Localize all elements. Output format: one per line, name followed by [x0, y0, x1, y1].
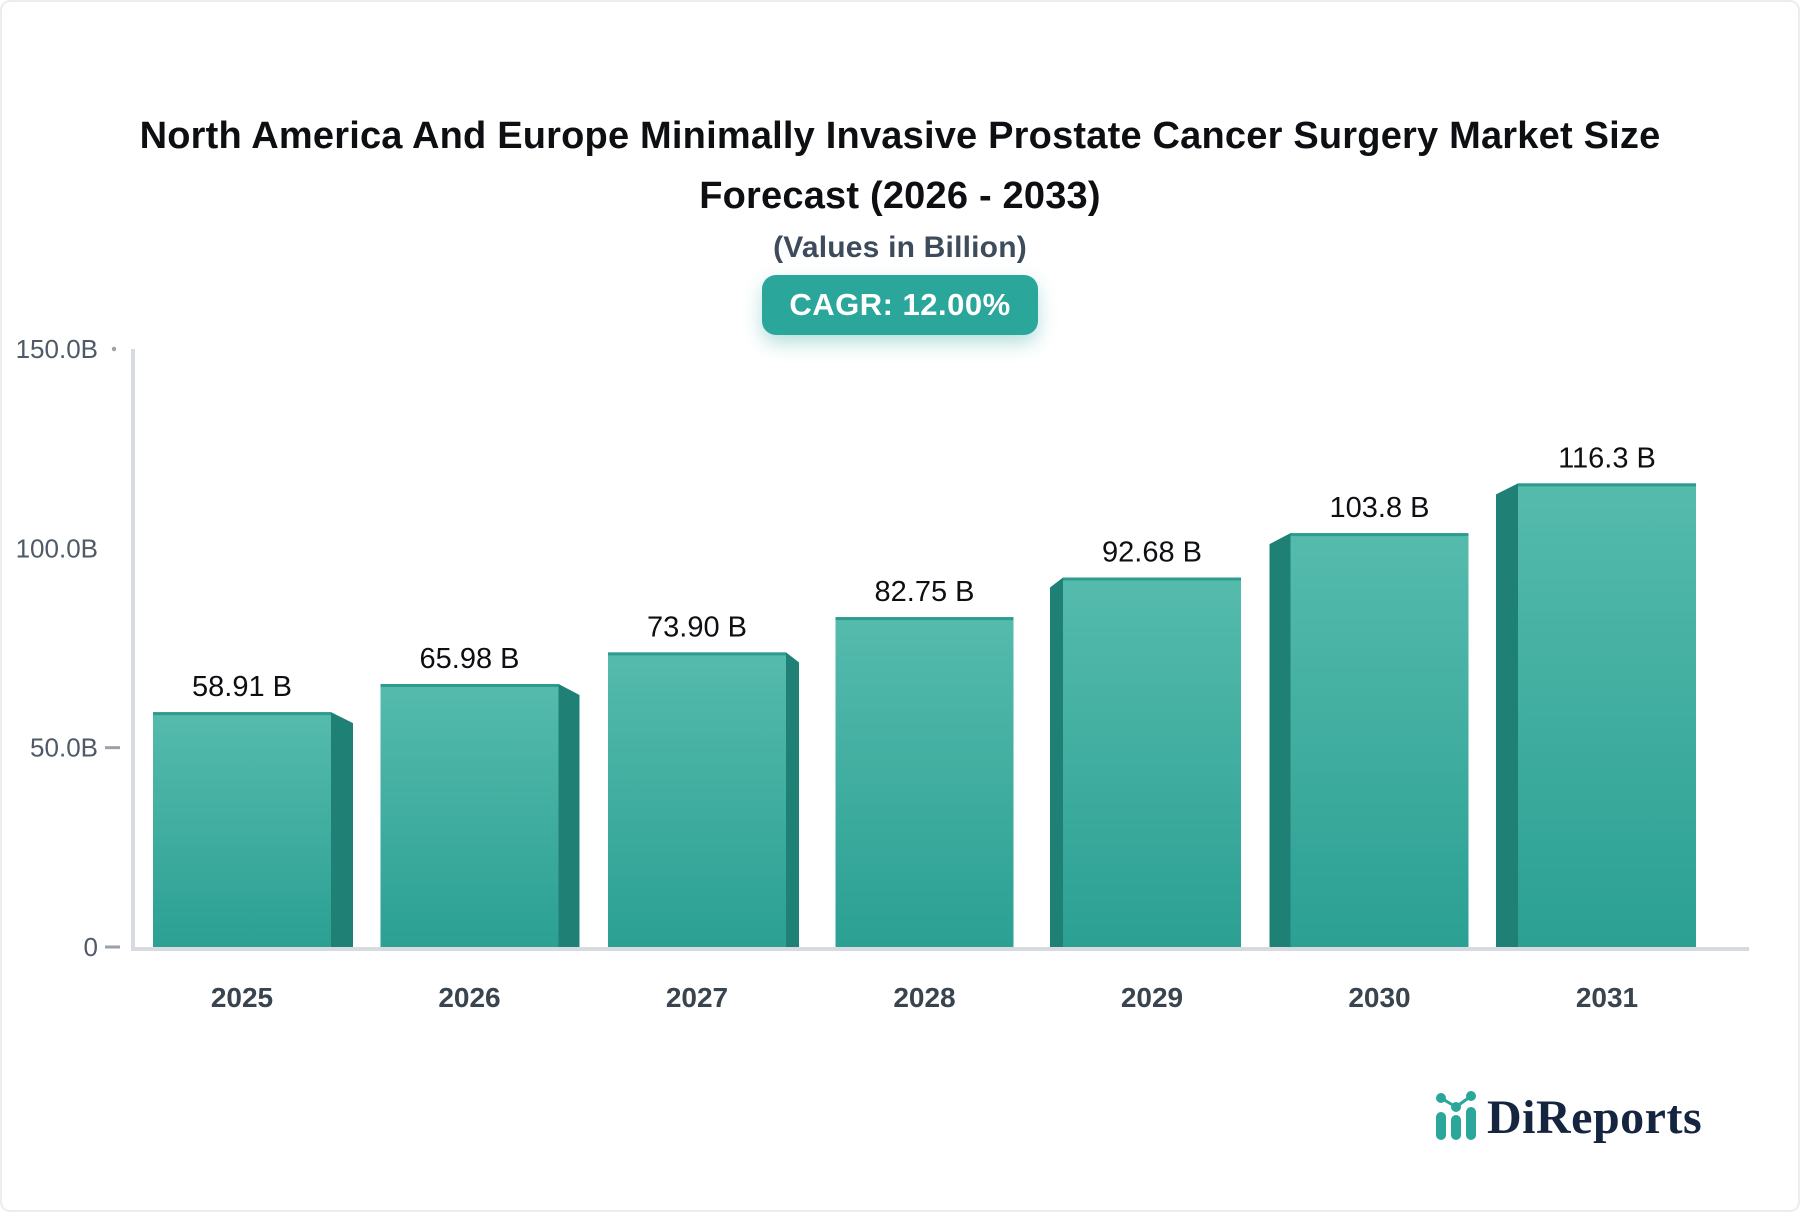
bar-value-label: 116.3 B: [1558, 442, 1656, 474]
x-axis-label: 2026: [438, 982, 500, 1013]
bar-front-face: [380, 683, 559, 947]
chart-title-line-2: Forecast (2026 - 2033): [699, 175, 1101, 217]
bar-2026[interactable]: 65.98 B 2026: [380, 643, 580, 1013]
bar-side-face: [331, 712, 353, 947]
chart-subtitle: (Values in Billion): [773, 231, 1027, 264]
bar-2027[interactable]: 73.90 B 2027: [608, 611, 799, 1013]
brand-logo: DiReports: [1430, 1088, 1702, 1146]
x-axis-label: 2030: [1348, 982, 1410, 1013]
bar-front-face: [608, 652, 786, 947]
y-axis-tick-label: 150.0B: [16, 334, 98, 364]
y-axis-tick-label: 0: [84, 932, 98, 962]
bar-value-label: 82.75 B: [875, 576, 975, 608]
cagr-badge: CAGR: 12.00%: [762, 275, 1038, 335]
bar-front-face: [835, 617, 1014, 947]
x-axis-label: 2028: [893, 982, 955, 1013]
bar-front-face: [1518, 483, 1696, 947]
bar-value-label: 92.68 B: [1102, 537, 1202, 569]
chart-title-line-1: North America And Europe Minimally Invas…: [139, 115, 1661, 157]
bar-2028[interactable]: 82.75 B 2028: [835, 576, 1014, 1013]
brand-name: DiReports: [1487, 1090, 1703, 1144]
x-axis-label: 2029: [1121, 982, 1183, 1013]
y-tick-mark: [111, 346, 117, 352]
direports-logo-icon: [1436, 1091, 1476, 1140]
bar-front-face: [1290, 533, 1469, 947]
bar-2025[interactable]: 58.91 B 2025: [153, 671, 353, 1013]
bar-2029[interactable]: 92.68 B 2029: [1050, 537, 1241, 1013]
bar-side-face: [786, 652, 799, 947]
x-axis-label: 2031: [1576, 982, 1638, 1013]
bar-side-face: [1050, 577, 1063, 947]
bar-value-label: 58.91 B: [192, 671, 292, 703]
y-axis-tick-label: 50.0B: [30, 733, 98, 763]
bar-side-face: [1269, 533, 1291, 947]
chart-header: North America And Europe Minimally Invas…: [2, 106, 1798, 335]
bar-front-face: [1063, 577, 1241, 947]
bar-side-face: [1496, 483, 1518, 947]
x-axis-label: 2027: [666, 982, 728, 1013]
bar-front-face: [153, 712, 331, 947]
bar-value-label: 103.8 B: [1330, 492, 1430, 524]
bar-side-face: [558, 683, 580, 947]
y-axis-tick-label: 100.0B: [16, 533, 98, 563]
bar-2030[interactable]: 103.8 B 2030: [1269, 492, 1469, 1013]
bar-value-label: 65.98 B: [420, 643, 520, 675]
x-axis-label: 2025: [211, 982, 273, 1013]
bar-value-label: 73.90 B: [647, 611, 747, 643]
bar-2031[interactable]: 116.3 B 2031: [1496, 442, 1696, 1013]
